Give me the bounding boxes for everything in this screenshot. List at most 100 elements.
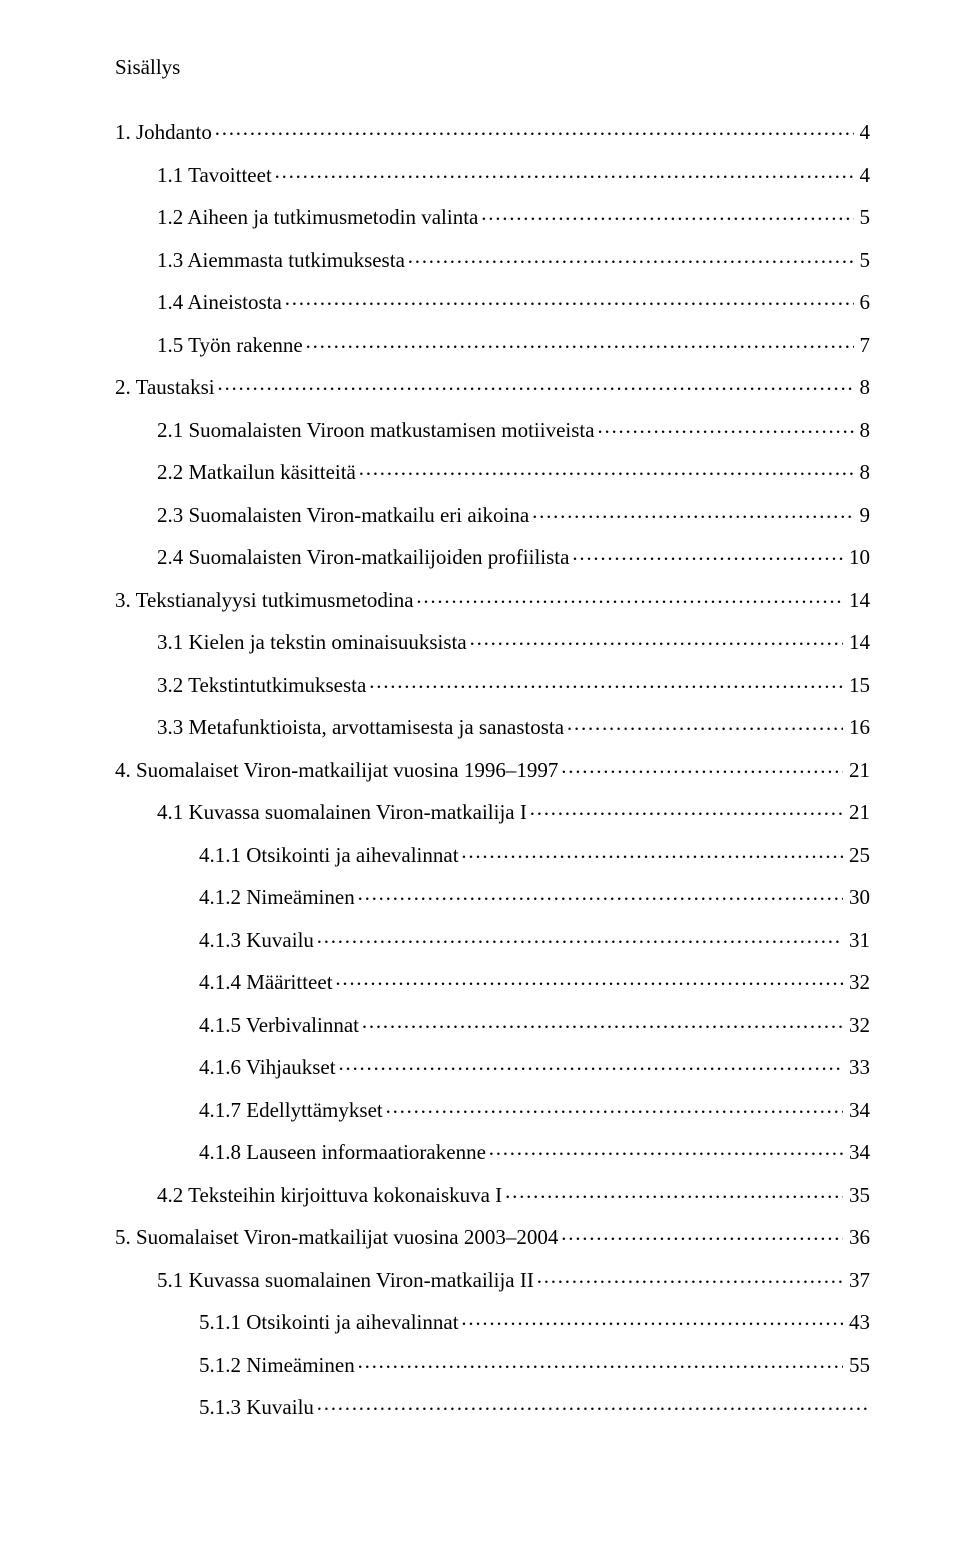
toc-entry-page: 36	[845, 1227, 870, 1248]
toc-entry: 3. Tekstianalyysi tutkimusmetodina 14	[115, 586, 870, 611]
toc-dots-leader	[338, 1053, 843, 1074]
toc-entry: 1.4 Aineistosta 6	[115, 288, 870, 313]
toc-entry: 2.2 Matkailun käsitteitä 8	[115, 458, 870, 483]
toc-entry: 1.5 Työn rakenne 7	[115, 331, 870, 356]
toc-entry: 4. Suomalaiset Viron-matkailijat vuosina…	[115, 756, 870, 781]
toc-dots-leader	[480, 203, 853, 224]
table-of-contents: 1. Johdanto 4 1.1 Tavoitteet4 1.2 Aiheen ja…	[115, 118, 870, 1418]
toc-entry: 4.1.8 Lauseen informaatiorakenne 34	[115, 1138, 870, 1163]
toc-entry: 4.1.7 Edellyttämykset 34	[115, 1096, 870, 1121]
toc-entry: 3.1 Kielen ja tekstin ominaisuuksista 14	[115, 628, 870, 653]
toc-entry-page: 9	[856, 505, 871, 526]
toc-entry: 2.1 Suomalaisten Viroon matkustamisen mo…	[115, 416, 870, 441]
toc-entry-label: 3.2 Tekstintutkimuksesta	[157, 675, 366, 696]
toc-entry-page: 55	[845, 1355, 870, 1376]
toc-entry-label: 5. Suomalaiset Viron-matkailijat vuosina…	[115, 1227, 558, 1248]
toc-entry-page: 14	[845, 590, 870, 611]
toc-entry-label: 1.4 Aineistosta	[157, 292, 282, 313]
toc-dots-leader	[316, 926, 843, 947]
toc-entry-label: 1. Johdanto	[115, 122, 212, 143]
toc-entry-label: 2.4 Suomalaisten Viron-matkailijoiden pr…	[157, 547, 569, 568]
toc-entry-page: 8	[856, 462, 871, 483]
toc-entry: 1.3 Aiemmasta tutkimuksesta 5	[115, 246, 870, 271]
toc-entry-page: 14	[845, 632, 870, 653]
toc-entry: 3.2 Tekstintutkimuksesta15	[115, 671, 870, 696]
toc-entry: 2. Taustaksi 8	[115, 373, 870, 398]
toc-entry: 5.1 Kuvassa suomalainen Viron-matkailija…	[115, 1266, 870, 1291]
toc-entry-label: 2.3 Suomalaisten Viron-matkailu eri aiko…	[157, 505, 529, 526]
toc-dots-leader	[536, 1266, 843, 1287]
toc-entry-label: 4.1.8 Lauseen informaatiorakenne	[199, 1142, 486, 1163]
toc-dots-leader	[566, 713, 843, 734]
toc-entry-page: 7	[856, 335, 871, 356]
toc-entry-label: 3.1 Kielen ja tekstin ominaisuuksista	[157, 632, 467, 653]
toc-entry-page: 21	[845, 760, 870, 781]
toc-entry: 4.1.1 Otsikointi ja aihevalinnat 25	[115, 841, 870, 866]
page-title: Sisällys	[115, 55, 870, 80]
toc-entry: 2.3 Suomalaisten Viron-matkailu eri aiko…	[115, 501, 870, 526]
toc-entry: 5.1.3 Kuvailu	[115, 1393, 870, 1418]
toc-entry-page: 35	[845, 1185, 870, 1206]
toc-dots-leader	[361, 1011, 843, 1032]
toc-entry-page: 8	[856, 420, 871, 441]
toc-entry-page: 10	[845, 547, 870, 568]
toc-entry-label: 1.1 Tavoitteet	[157, 165, 272, 186]
toc-entry-page: 6	[856, 292, 871, 313]
toc-entry: 4.1.6 Vihjaukset33	[115, 1053, 870, 1078]
toc-entry-label: 3. Tekstianalyysi tutkimusmetodina	[115, 590, 414, 611]
toc-entry-label: 4.1.3 Kuvailu	[199, 930, 314, 951]
toc-entry-label: 4.1.1 Otsikointi ja aihevalinnat	[199, 845, 459, 866]
toc-dots-leader	[316, 1393, 868, 1414]
toc-entry-label: 4. Suomalaiset Viron-matkailijat vuosina…	[115, 760, 558, 781]
toc-entry-page: 4	[856, 122, 871, 143]
toc-entry: 2.4 Suomalaisten Viron-matkailijoiden pr…	[115, 543, 870, 568]
toc-dots-leader	[469, 628, 843, 649]
toc-dots-leader	[597, 416, 854, 437]
toc-dots-leader	[357, 883, 843, 904]
toc-entry-label: 5.1.3 Kuvailu	[199, 1397, 314, 1418]
toc-entry: 5. Suomalaiset Viron-matkailijat vuosina…	[115, 1223, 870, 1248]
toc-entry-page: 32	[845, 1015, 870, 1036]
toc-dots-leader	[531, 501, 853, 522]
toc-entry: 1.2 Aiheen ja tutkimusmetodin valinta5	[115, 203, 870, 228]
toc-entry-page: 34	[845, 1142, 870, 1163]
toc-entry-label: 4.1.5 Verbivalinnat	[199, 1015, 359, 1036]
toc-entry-label: 2.1 Suomalaisten Viroon matkustamisen mo…	[157, 420, 595, 441]
toc-entry-label: 5.1 Kuvassa suomalainen Viron-matkailija…	[157, 1270, 534, 1291]
toc-entry: 4.1.3 Kuvailu31	[115, 926, 870, 951]
toc-dots-leader	[529, 798, 843, 819]
toc-entry: 4.1.4 Määritteet32	[115, 968, 870, 993]
toc-dots-leader	[461, 1308, 843, 1329]
toc-dots-leader	[335, 968, 843, 989]
toc-dots-leader	[274, 161, 854, 182]
toc-entry: 1.1 Tavoitteet4	[115, 161, 870, 186]
toc-entry-page: 8	[856, 377, 871, 398]
toc-dots-leader	[461, 841, 843, 862]
toc-entry-page: 43	[845, 1312, 870, 1333]
toc-dots-leader	[284, 288, 854, 309]
toc-entry: 4.1.2 Nimeäminen30	[115, 883, 870, 908]
toc-entry-page: 34	[845, 1100, 870, 1121]
toc-dots-leader	[488, 1138, 843, 1159]
toc-dots-leader	[416, 586, 843, 607]
toc-entry-label: 1.2 Aiheen ja tutkimusmetodin valinta	[157, 207, 478, 228]
toc-dots-leader	[560, 1223, 843, 1244]
toc-entry: 4.1 Kuvassa suomalainen Viron-matkailija…	[115, 798, 870, 823]
toc-entry: 5.1.1 Otsikointi ja aihevalinnat43	[115, 1308, 870, 1333]
toc-entry-page: 5	[856, 250, 871, 271]
toc-entry-label: 1.3 Aiemmasta tutkimuksesta	[157, 250, 405, 271]
toc-entry-page: 25	[845, 845, 870, 866]
toc-dots-leader	[571, 543, 843, 564]
toc-entry-page: 30	[845, 887, 870, 908]
toc-entry-label: 2. Taustaksi	[115, 377, 215, 398]
toc-entry-label: 1.5 Työn rakenne	[157, 335, 303, 356]
toc-entry-label: 4.1.7 Edellyttämykset	[199, 1100, 383, 1121]
toc-dots-leader	[305, 331, 854, 352]
toc-dots-leader	[504, 1181, 843, 1202]
toc-entry: 4.1.5 Verbivalinnat 32	[115, 1011, 870, 1036]
toc-entry-page: 21	[845, 802, 870, 823]
toc-entry: 3.3 Metafunktioista, arvottamisesta ja s…	[115, 713, 870, 738]
toc-dots-leader	[368, 671, 843, 692]
toc-entry: 1. Johdanto 4	[115, 118, 870, 143]
toc-entry-label: 2.2 Matkailun käsitteitä	[157, 462, 356, 483]
